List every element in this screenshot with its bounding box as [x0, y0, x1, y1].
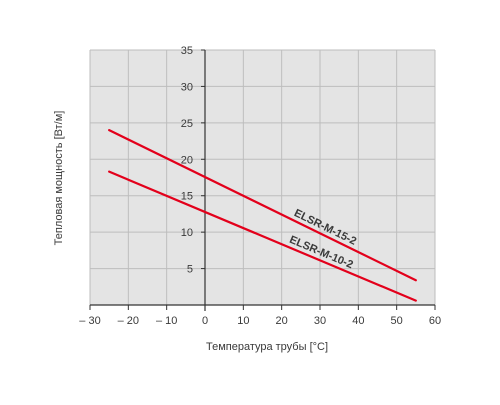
x-tick-label: 0	[202, 315, 208, 327]
x-tick-label: 30	[314, 315, 326, 327]
grid	[89, 49, 436, 305]
series-line-elsr-m-10-2	[108, 170, 417, 302]
y-tick-label: 25	[181, 118, 193, 130]
y-tick-label: 35	[181, 45, 193, 57]
plot-area	[90, 50, 435, 305]
y-tick-label: 5	[187, 264, 193, 276]
y-tick-label: 10	[181, 227, 193, 239]
x-tick-label: 50	[391, 315, 403, 327]
tick-labels: 5 10 15 20 25 30 35 – 30 – 20 – 10 0 10 20 30 40 50 60	[79, 45, 441, 327]
x-tick-label: – 20	[118, 315, 139, 327]
x-axis-label: Температура трубы [°C]	[206, 341, 328, 353]
x-tick-label: 20	[276, 315, 288, 327]
series-lines	[108, 129, 417, 302]
x-tick-label: 60	[429, 315, 441, 327]
x-tick-label: – 30	[79, 315, 100, 327]
x-tick-label: – 10	[156, 315, 177, 327]
y-tick-label: 20	[181, 154, 193, 166]
series-line-elsr-m-15-2	[108, 129, 417, 282]
axes	[89, 49, 436, 311]
y-tick-label: 15	[181, 191, 193, 203]
x-tick-label: 10	[237, 315, 249, 327]
y-axis-label: Тепловая мощность [Вт/м]	[53, 111, 65, 246]
y-tick-label: 30	[181, 81, 193, 93]
x-tick-label: 40	[352, 315, 364, 327]
